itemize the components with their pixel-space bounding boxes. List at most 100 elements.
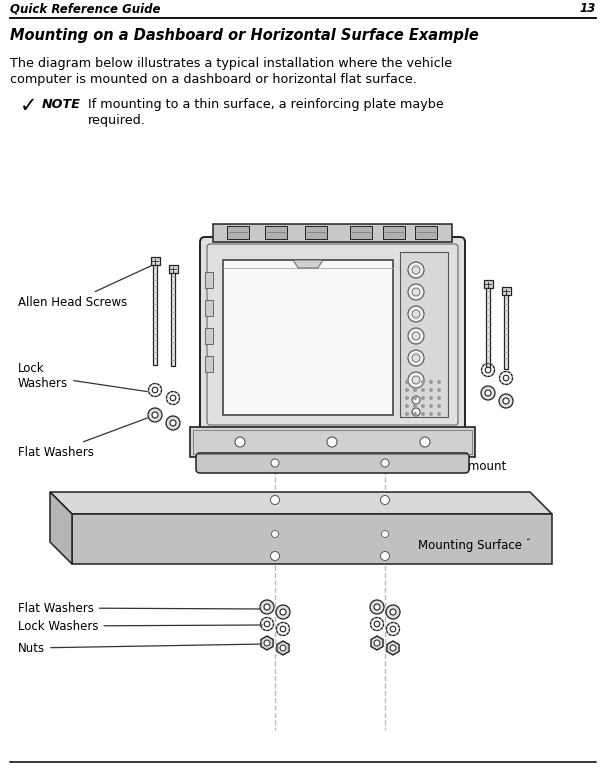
Circle shape: [370, 600, 384, 614]
Circle shape: [270, 495, 279, 504]
Circle shape: [412, 376, 420, 384]
Circle shape: [412, 288, 420, 296]
Bar: [484, 280, 493, 288]
Bar: [153, 265, 157, 365]
Circle shape: [170, 395, 176, 401]
Circle shape: [381, 459, 389, 467]
Circle shape: [374, 621, 380, 627]
Text: computer is mounted on a dashboard or horizontal flat surface.: computer is mounted on a dashboard or ho…: [10, 73, 417, 86]
Bar: [205, 356, 213, 372]
Circle shape: [327, 437, 337, 447]
Bar: [400, 252, 448, 417]
Circle shape: [503, 398, 509, 404]
Circle shape: [280, 609, 286, 615]
Circle shape: [485, 390, 491, 396]
Circle shape: [166, 416, 180, 430]
Circle shape: [429, 380, 433, 384]
Circle shape: [386, 605, 400, 619]
Circle shape: [412, 266, 420, 274]
Circle shape: [381, 551, 390, 561]
Bar: [383, 226, 405, 239]
Text: Mounting Surface: Mounting Surface: [418, 538, 529, 551]
Circle shape: [429, 396, 433, 400]
Bar: [190, 427, 475, 457]
Circle shape: [421, 412, 425, 416]
Circle shape: [421, 396, 425, 400]
Circle shape: [412, 408, 420, 416]
Bar: [350, 226, 372, 239]
Polygon shape: [293, 260, 323, 268]
Circle shape: [420, 437, 430, 447]
Bar: [213, 224, 452, 242]
Text: Mounting on a Dashboard or Horizontal Surface Example: Mounting on a Dashboard or Horizontal Su…: [10, 28, 479, 43]
Bar: [171, 273, 175, 366]
Polygon shape: [277, 641, 289, 655]
Text: Flat Washers: Flat Washers: [18, 601, 262, 614]
Circle shape: [381, 495, 390, 504]
Circle shape: [408, 306, 424, 322]
Circle shape: [408, 350, 424, 366]
Polygon shape: [261, 636, 273, 650]
Circle shape: [413, 380, 417, 384]
Text: Nuts: Nuts: [18, 641, 262, 654]
Circle shape: [374, 640, 380, 646]
Circle shape: [437, 412, 441, 416]
Circle shape: [485, 368, 491, 373]
Circle shape: [408, 372, 424, 388]
Text: 13: 13: [580, 2, 596, 15]
Circle shape: [481, 386, 495, 400]
Circle shape: [429, 404, 433, 408]
Circle shape: [276, 605, 290, 619]
Text: ✓: ✓: [20, 96, 38, 116]
Bar: [305, 226, 327, 239]
Circle shape: [390, 609, 396, 615]
Circle shape: [260, 600, 274, 614]
Bar: [415, 226, 437, 239]
Circle shape: [421, 388, 425, 392]
Circle shape: [412, 396, 420, 404]
Bar: [227, 226, 249, 239]
Bar: [504, 295, 508, 369]
Circle shape: [382, 531, 388, 538]
Polygon shape: [387, 641, 399, 655]
Circle shape: [405, 404, 409, 408]
Circle shape: [152, 388, 158, 393]
Polygon shape: [371, 636, 383, 650]
Bar: [205, 328, 213, 344]
Circle shape: [152, 412, 158, 418]
Text: If mounting to a thin surface, a reinforcing plate maybe: If mounting to a thin surface, a reinfor…: [88, 98, 444, 111]
Circle shape: [429, 388, 433, 392]
Circle shape: [437, 396, 441, 400]
Circle shape: [503, 375, 509, 381]
Bar: [193, 430, 472, 454]
Polygon shape: [72, 514, 552, 564]
Polygon shape: [50, 492, 552, 514]
Circle shape: [413, 412, 417, 416]
Polygon shape: [50, 492, 72, 564]
Circle shape: [412, 354, 420, 362]
Circle shape: [413, 388, 417, 392]
Circle shape: [270, 551, 279, 561]
Circle shape: [264, 604, 270, 610]
Circle shape: [264, 621, 270, 627]
Circle shape: [408, 262, 424, 278]
Circle shape: [405, 388, 409, 392]
Circle shape: [499, 394, 513, 408]
Circle shape: [437, 404, 441, 408]
Circle shape: [405, 380, 409, 384]
Circle shape: [405, 412, 409, 416]
Bar: [150, 257, 159, 265]
Bar: [205, 272, 213, 288]
Circle shape: [271, 459, 279, 467]
Text: Lock Washers: Lock Washers: [18, 620, 262, 632]
Text: NOTE: NOTE: [42, 98, 81, 111]
Circle shape: [280, 645, 286, 651]
Circle shape: [374, 604, 380, 610]
Bar: [205, 300, 213, 316]
Circle shape: [271, 531, 279, 538]
Text: The diagram below illustrates a typical installation where the vehicle: The diagram below illustrates a typical …: [10, 57, 452, 70]
Circle shape: [170, 420, 176, 426]
Circle shape: [408, 284, 424, 300]
Circle shape: [429, 412, 433, 416]
FancyBboxPatch shape: [196, 453, 469, 473]
